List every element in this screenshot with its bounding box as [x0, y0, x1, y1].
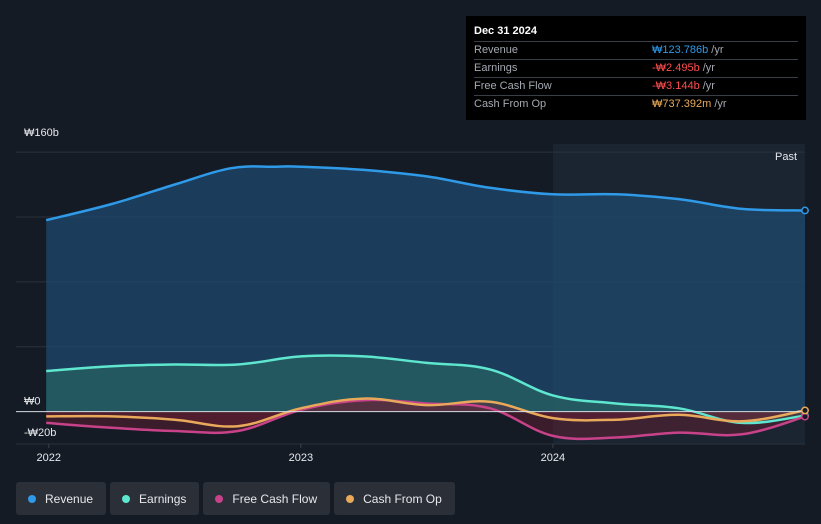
line-earnings [46, 354, 806, 425]
area-free-cash-flow [46, 399, 805, 439]
area-earnings [46, 355, 805, 424]
legend: Revenue Earnings Free Cash Flow Cash Fro… [16, 482, 455, 515]
tooltip-unit: /yr [711, 44, 724, 56]
legend-item-revenue[interactable]: Revenue [16, 482, 107, 515]
tooltip-value: -₩3.144b [652, 80, 700, 92]
tooltip-row-revenue: Revenue ₩123.786b /yr [474, 41, 798, 59]
past-label: Past [775, 151, 797, 163]
legend-dot-icon [122, 494, 131, 503]
x-tick-label: 2023 [289, 452, 313, 464]
x-tick-label: 2024 [541, 452, 565, 464]
legend-label: Free Cash Flow [232, 491, 318, 506]
tooltip-date: Dec 31 2024 [474, 25, 537, 37]
tooltip-unit: /yr [714, 98, 727, 110]
area-revenue [46, 166, 805, 412]
tooltip-value: ₩737.392m [652, 98, 712, 110]
legend-item-cash-from-op[interactable]: Cash From Op [334, 482, 455, 515]
endpoint-cash-from-op [801, 406, 809, 415]
legend-item-earnings[interactable]: Earnings [110, 482, 200, 515]
tooltip-label: Revenue [474, 44, 519, 56]
tooltip-row-free-cash-flow: Free Cash Flow -₩3.144b /yr [474, 77, 798, 95]
line-cash-from-op [46, 397, 806, 428]
line-free-cash-flow [46, 398, 806, 441]
legend-label: Cash From Op [363, 491, 442, 506]
y-tick-label: -₩20b [24, 427, 56, 439]
legend-label: Earnings [139, 491, 187, 506]
tooltip: Dec 31 2024 Revenue ₩123.786b /yr Earnin… [466, 16, 806, 120]
endpoint-revenue [801, 206, 809, 215]
tooltip-row-earnings: Earnings -₩2.495b /yr [474, 59, 798, 77]
y-tick-label: ₩160b [24, 127, 59, 139]
legend-dot-icon [346, 494, 355, 503]
tooltip-unit: /yr [702, 62, 715, 74]
tooltip-unit: /yr [702, 80, 715, 92]
y-tick-label: ₩0 [24, 396, 41, 408]
tooltip-row-cash-from-op: Cash From Op ₩737.392m /yr [474, 95, 798, 113]
tooltip-label: Cash From Op [474, 98, 547, 110]
legend-dot-icon [215, 494, 224, 503]
legend-dot-icon [28, 494, 36, 503]
legend-label: Revenue [45, 491, 94, 506]
legend-item-free-cash-flow[interactable]: Free Cash Flow [203, 482, 331, 515]
line-revenue [45, 165, 806, 222]
tooltip-label: Free Cash Flow [474, 80, 552, 92]
tooltip-value: -₩2.495b [652, 62, 700, 74]
tooltip-value: ₩123.786b [652, 44, 709, 56]
tooltip-label: Earnings [474, 62, 518, 74]
x-tick-label: 2022 [37, 452, 61, 464]
